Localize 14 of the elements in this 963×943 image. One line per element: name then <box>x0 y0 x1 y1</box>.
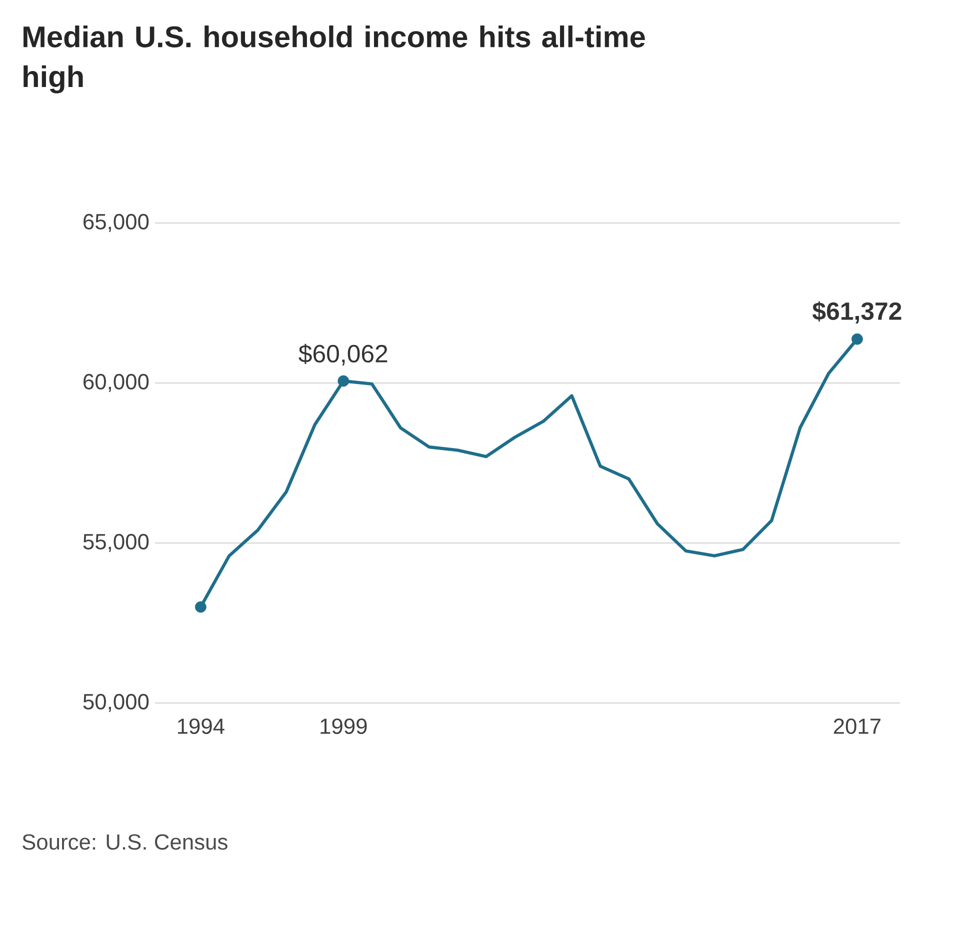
y-tick-label: 50,000 <box>83 694 149 712</box>
x-tick-label: 2017 <box>834 718 880 734</box>
source-note: Source: U.S. Census <box>22 834 228 850</box>
annotation: $61,372 <box>812 301 902 324</box>
y-tick-label: 65,000 <box>84 214 149 232</box>
chart-title: Median U.S. household income hits all-time high <box>24 26 645 94</box>
y-tick-label: 55,000 <box>83 534 149 552</box>
point <box>852 333 863 345</box>
annotation: $60,062 <box>298 344 388 366</box>
y-tick-label: 60,000 <box>84 374 149 392</box>
point <box>194 601 206 613</box>
point <box>338 375 350 387</box>
x-tick-label: 1999 <box>320 718 367 734</box>
x-tick-label: 1994 <box>178 718 224 734</box>
